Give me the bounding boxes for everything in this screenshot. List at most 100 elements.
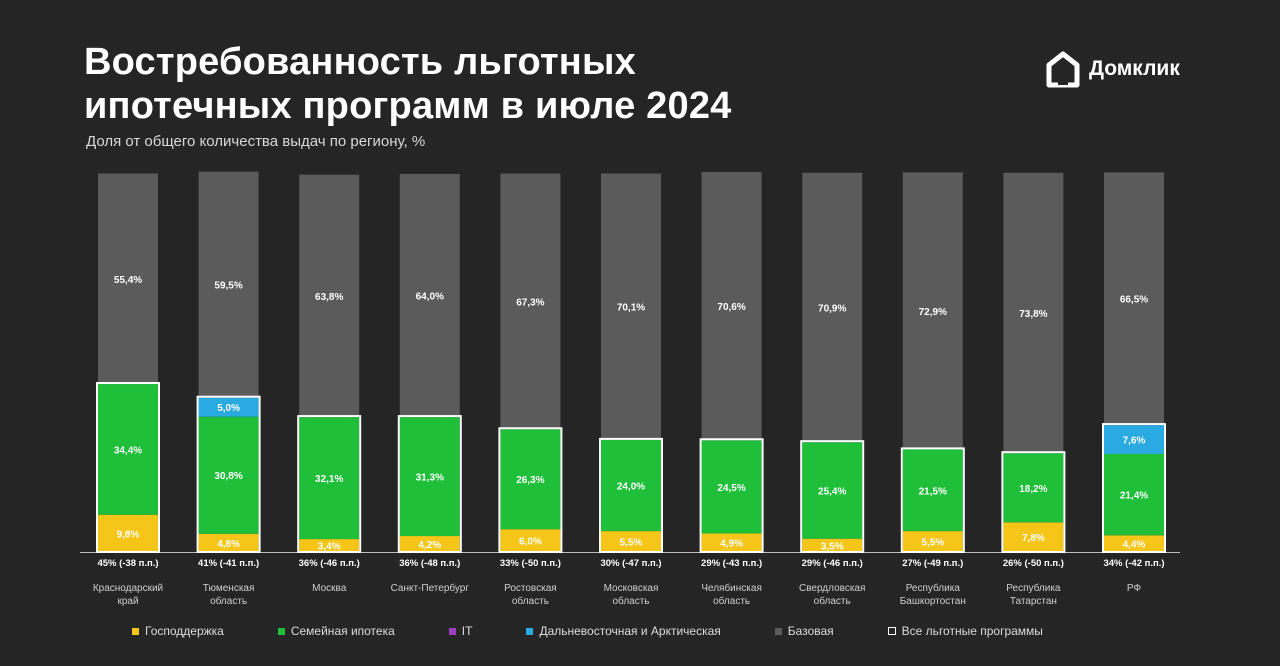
bar-segment-bazovaya bbox=[802, 172, 863, 443]
lgotnye-outline bbox=[599, 437, 663, 553]
bar-value-label: 67,3% bbox=[516, 297, 544, 308]
lgotnye-outline bbox=[498, 427, 563, 554]
category-label-line: Свердловская bbox=[799, 583, 865, 594]
legend-item-bazovaya: Базовая bbox=[774, 624, 834, 638]
bar-segment-bazovaya bbox=[1104, 172, 1164, 426]
bar-segment-semeinaya bbox=[1104, 453, 1164, 536]
bar-value-label: 59,5% bbox=[214, 281, 242, 292]
bar-value-label: 31,3% bbox=[416, 473, 444, 484]
bar-value-label: 4,8% bbox=[217, 539, 240, 550]
legend-swatch bbox=[526, 627, 534, 635]
bar-value-label: 70,1% bbox=[617, 303, 645, 314]
bar-segment-semeinaya bbox=[98, 384, 158, 515]
category-label-line: РФ bbox=[1127, 583, 1142, 594]
bar-value-label: 21,5% bbox=[919, 486, 947, 497]
bar-segment-bazovaya bbox=[701, 172, 762, 441]
lgotnye-outline bbox=[699, 438, 764, 553]
legend-item-it: IT bbox=[448, 624, 473, 638]
bar-value-label: 5,5% bbox=[620, 538, 643, 549]
bar-segment-bazovaya bbox=[98, 173, 158, 385]
bar-segment-semeinaya bbox=[902, 449, 963, 532]
bar-segment-semeinaya bbox=[701, 440, 762, 534]
category-label: Санкт-Петербург bbox=[391, 582, 470, 594]
legend-swatch bbox=[774, 627, 782, 635]
bar-value-label: 72,9% bbox=[919, 307, 947, 318]
category-label-line: Челябинская bbox=[701, 582, 762, 594]
category-label-line: область bbox=[512, 595, 549, 607]
bar-value-label: 30,8% bbox=[214, 471, 242, 482]
bar-value-label: 26,3% bbox=[516, 475, 544, 486]
bar-segment-gosdderzhka bbox=[399, 536, 460, 552]
bar-value-label: 5,0% bbox=[217, 403, 240, 414]
category-label: Тюменская область bbox=[203, 583, 255, 607]
category-label-line: Башкортостан bbox=[900, 596, 966, 607]
category-label-line: Московская bbox=[604, 583, 659, 594]
lgotnye-outline bbox=[1001, 451, 1066, 554]
bar-segment-gosdderzhka bbox=[1003, 522, 1064, 552]
bar-segment-gosdderzhka bbox=[299, 539, 360, 552]
bar-value-label: 70,6% bbox=[717, 302, 745, 313]
bar-segment-semeinaya bbox=[399, 417, 460, 537]
bar-value-label: 66,5% bbox=[1120, 295, 1148, 306]
bar-value-label: 73,8% bbox=[1019, 309, 1047, 320]
bar-value-label: 18,2% bbox=[1019, 484, 1047, 495]
total-lgotnye-label: 36% (-48 п.п.) bbox=[399, 558, 460, 569]
legend-swatch bbox=[448, 627, 456, 635]
bar-segment-semeinaya bbox=[198, 416, 259, 534]
bar-segment-bazovaya bbox=[399, 173, 460, 418]
legend-item-all_lgotnye_outline: Все льготные программы bbox=[887, 624, 1043, 638]
total-lgotnye-label: 41% (-41 п.п.) bbox=[198, 558, 259, 569]
chart-subtitle: Доля от общего количества выдач по регио… bbox=[86, 133, 426, 150]
category-label-line: Краснодарский bbox=[93, 583, 163, 594]
bar-segment-gosdderzhka bbox=[1104, 535, 1164, 552]
bar-segment-semeinaya bbox=[500, 429, 561, 530]
legend-label: Господдержка bbox=[145, 624, 224, 638]
lgotnye-outline bbox=[1102, 423, 1166, 553]
category-label: Московская область bbox=[604, 583, 659, 607]
bar-segment-semeinaya bbox=[1003, 453, 1064, 523]
category-label: Челябинская область bbox=[701, 582, 762, 607]
legend-item-semeinaya: Семейная ипотека bbox=[277, 624, 395, 638]
bar-segment-semeinaya bbox=[601, 439, 661, 532]
bar-value-label: 34,4% bbox=[114, 445, 142, 456]
bar-segment-gosdderzhka bbox=[802, 538, 863, 552]
legend-item-dalnevost: Дальневосточная и Арктическая bbox=[526, 624, 721, 638]
legend-label: IT bbox=[461, 624, 473, 638]
bar-segment-bazovaya bbox=[1003, 172, 1064, 454]
brand-logo-text: Домклик bbox=[1089, 57, 1180, 80]
bar-value-label: 3,5% bbox=[821, 541, 844, 552]
bar-segment-gosdderzhka bbox=[500, 529, 561, 552]
bar-value-label: 6,0% bbox=[519, 537, 542, 548]
lgotnye-outline bbox=[900, 447, 965, 553]
category-label-line: область bbox=[210, 595, 247, 607]
bar-segment-semeinaya bbox=[802, 442, 863, 539]
lgotnye-outline bbox=[297, 415, 362, 553]
bar-segment-gosdderzhka bbox=[701, 533, 762, 552]
bar-value-label: 3,4% bbox=[318, 542, 341, 553]
bar-segment-bazovaya bbox=[198, 171, 259, 398]
bar-segment-dalnevost bbox=[1104, 425, 1164, 454]
category-label: Краснодарский край bbox=[93, 583, 163, 607]
category-label: РФ bbox=[1127, 583, 1142, 594]
total-lgotnye-label: 45% (-38 п.п.) bbox=[97, 558, 158, 569]
bar-value-label: 64,0% bbox=[416, 292, 444, 303]
category-label: Ростовская область bbox=[504, 583, 557, 607]
legend-swatch bbox=[277, 627, 285, 635]
bar-segment-bazovaya bbox=[601, 173, 661, 440]
legend-label: Дальневосточная и Арктическая bbox=[539, 624, 721, 638]
total-lgotnye-label: 30% (-47 п.п.) bbox=[600, 558, 661, 569]
bar-value-label: 25,4% bbox=[818, 486, 846, 497]
total-lgotnye-label: 27% (-49 п.п.) bbox=[902, 558, 963, 569]
bar-segment-bazovaya bbox=[902, 172, 963, 450]
bar-segment-gosdderzhka bbox=[601, 531, 661, 552]
category-label: Свердловская область bbox=[799, 583, 865, 607]
bar-value-label: 63,8% bbox=[315, 292, 343, 303]
domclick-house-icon bbox=[1046, 51, 1080, 88]
legend-swatch bbox=[132, 627, 139, 635]
legend-label: Семейная ипотека bbox=[290, 624, 395, 638]
category-label-line: область bbox=[612, 595, 649, 607]
bar-value-label: 7,6% bbox=[1123, 436, 1146, 447]
bar-segment-semeinaya bbox=[299, 417, 360, 540]
category-label: Республика Башкортостан bbox=[900, 582, 966, 607]
